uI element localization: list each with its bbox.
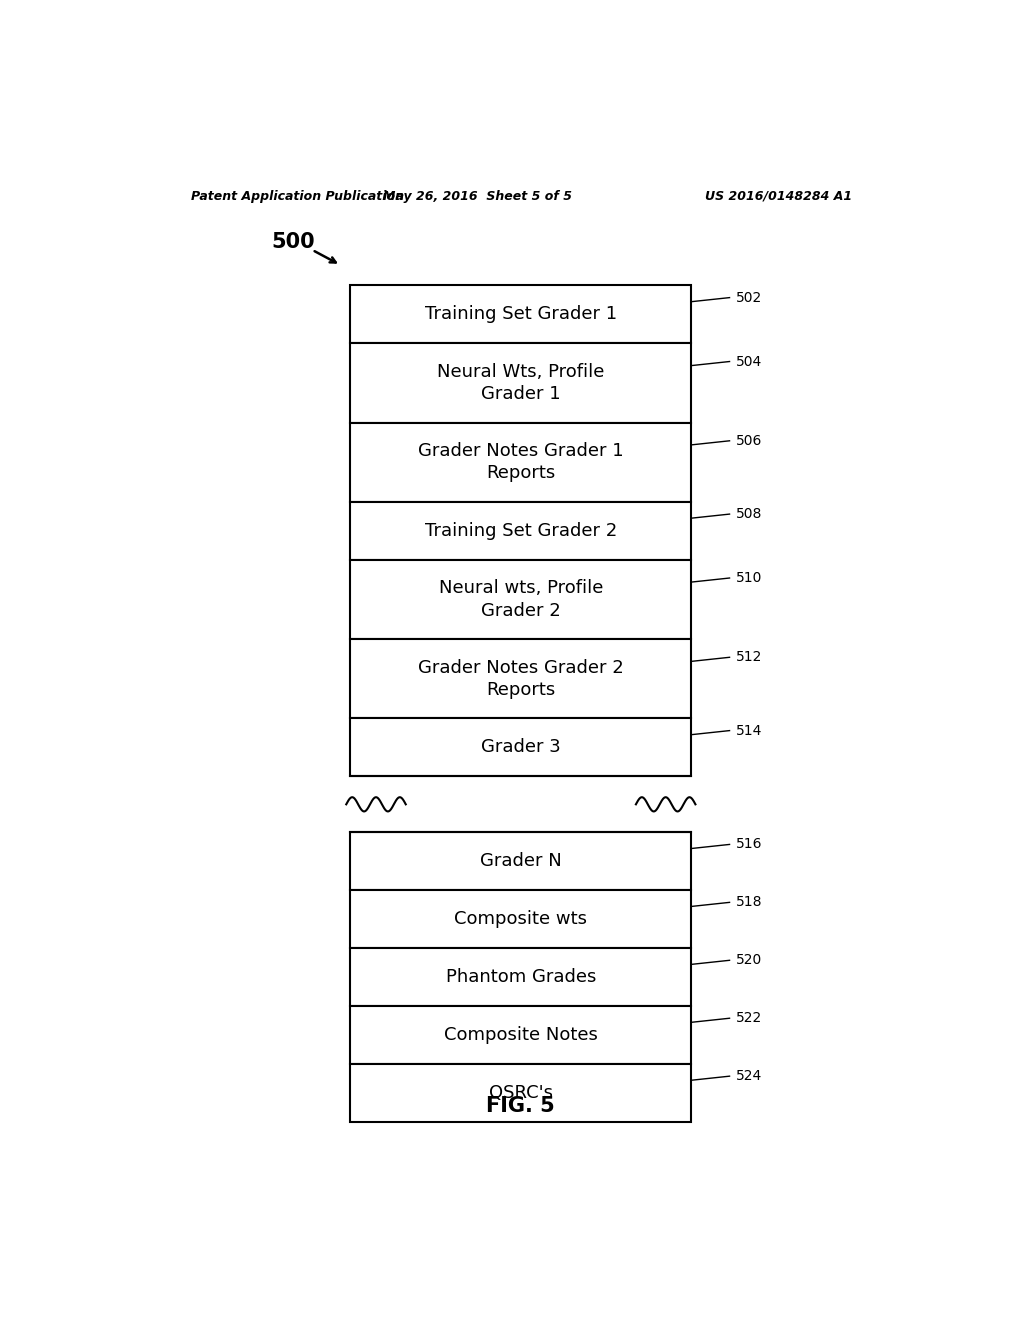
- Text: 522: 522: [736, 1011, 762, 1026]
- Text: Grader 3: Grader 3: [481, 738, 561, 756]
- Text: 502: 502: [736, 290, 762, 305]
- Bar: [350, 343, 691, 422]
- Text: 518: 518: [736, 895, 763, 909]
- Text: Training Set Grader 1: Training Set Grader 1: [425, 305, 616, 323]
- Text: Grader Notes Grader 2
Reports: Grader Notes Grader 2 Reports: [418, 659, 624, 698]
- Bar: [350, 422, 691, 502]
- Text: 512: 512: [736, 651, 762, 664]
- Text: FIG. 5: FIG. 5: [486, 1096, 555, 1115]
- Text: 516: 516: [736, 837, 763, 851]
- Text: 514: 514: [736, 723, 762, 738]
- Bar: [350, 718, 691, 776]
- Text: 520: 520: [736, 953, 762, 968]
- Text: 510: 510: [736, 572, 762, 585]
- Text: US 2016/0148284 A1: US 2016/0148284 A1: [706, 190, 852, 202]
- Text: 500: 500: [271, 232, 315, 252]
- Text: Neural Wts, Profile
Grader 1: Neural Wts, Profile Grader 1: [437, 363, 604, 403]
- Text: Patent Application Publication: Patent Application Publication: [191, 190, 404, 202]
- Bar: [350, 890, 691, 948]
- Text: Grader Notes Grader 1
Reports: Grader Notes Grader 1 Reports: [418, 442, 624, 482]
- Text: Training Set Grader 2: Training Set Grader 2: [425, 521, 616, 540]
- Text: 504: 504: [736, 355, 762, 368]
- Bar: [350, 1064, 691, 1122]
- Text: Composite Notes: Composite Notes: [443, 1026, 598, 1044]
- Bar: [350, 560, 691, 639]
- Bar: [350, 639, 691, 718]
- Text: Neural wts, Profile
Grader 2: Neural wts, Profile Grader 2: [438, 579, 603, 619]
- Text: Grader N: Grader N: [480, 853, 562, 870]
- Bar: [350, 502, 691, 560]
- Text: 506: 506: [736, 434, 762, 447]
- Bar: [350, 1006, 691, 1064]
- Text: Composite wts: Composite wts: [455, 911, 588, 928]
- Bar: [350, 285, 691, 343]
- Text: May 26, 2016  Sheet 5 of 5: May 26, 2016 Sheet 5 of 5: [383, 190, 571, 202]
- Text: 524: 524: [736, 1069, 762, 1084]
- Text: Phantom Grades: Phantom Grades: [445, 968, 596, 986]
- Bar: [350, 948, 691, 1006]
- Text: QSRC's: QSRC's: [488, 1084, 553, 1102]
- Bar: [350, 833, 691, 890]
- Text: 508: 508: [736, 507, 762, 521]
